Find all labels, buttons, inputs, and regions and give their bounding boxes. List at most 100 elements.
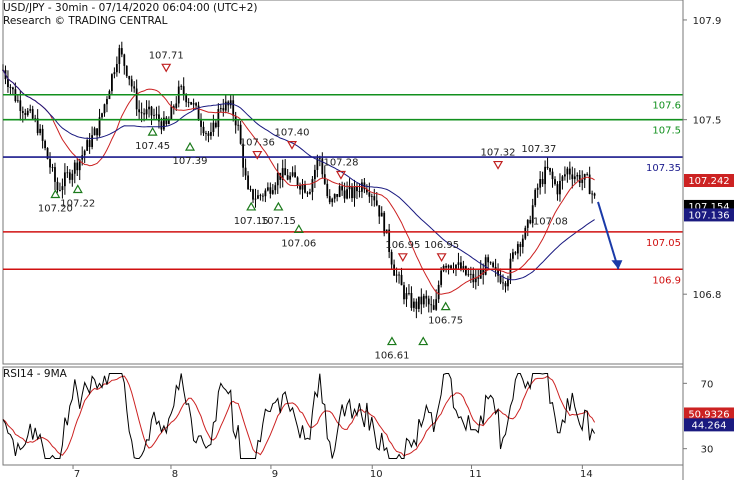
candle-body xyxy=(91,135,94,147)
down-marker-icon xyxy=(436,253,447,263)
candle-body xyxy=(326,183,329,197)
candle-body xyxy=(205,133,207,134)
candle-body xyxy=(128,76,131,80)
candle-body xyxy=(581,179,584,183)
candle-body xyxy=(437,284,440,300)
up-marker-icon xyxy=(273,201,284,211)
candle-body xyxy=(408,292,410,294)
candle-body xyxy=(125,65,128,77)
down-marker-icon xyxy=(252,150,263,160)
candle-body xyxy=(561,176,564,181)
candle-body xyxy=(172,106,175,108)
candle-body xyxy=(162,117,165,130)
rsi-line xyxy=(2,373,596,459)
candle-body xyxy=(24,112,27,115)
candle-body xyxy=(494,266,497,269)
chart-header-source: Research © TRADING CENTRAL xyxy=(3,15,168,27)
candle-body xyxy=(98,117,101,136)
candle-body xyxy=(36,118,39,134)
rsi-tick-label: 70 xyxy=(701,379,714,390)
candle-body xyxy=(497,268,499,276)
candle-body xyxy=(472,273,475,283)
moving-average-fast xyxy=(2,69,595,295)
candle-body xyxy=(222,108,225,111)
candle-body xyxy=(306,192,309,194)
candle-body xyxy=(153,115,155,116)
candle-body xyxy=(182,86,185,95)
marker-label: 106.75 xyxy=(428,316,463,327)
candle-body xyxy=(410,292,413,308)
candle-body xyxy=(54,167,56,182)
candle-body xyxy=(12,87,14,90)
current-price-box xyxy=(684,173,734,187)
candle-body xyxy=(578,174,581,183)
down-marker-icon xyxy=(161,63,172,73)
candle-body xyxy=(155,114,158,116)
candle-body xyxy=(93,128,96,136)
projection-arrowhead xyxy=(611,260,623,270)
candle-body xyxy=(145,109,148,115)
down-marker-icon xyxy=(493,160,504,170)
candle-body xyxy=(571,174,574,180)
down-marker-icon xyxy=(286,141,298,150)
candle-body xyxy=(375,200,378,206)
candle-body xyxy=(365,189,368,193)
candle-body xyxy=(583,174,586,180)
marker-label: 106.61 xyxy=(374,351,409,362)
candle-body xyxy=(502,282,504,284)
up-marker-icon xyxy=(418,336,429,346)
rsi-ma-line xyxy=(2,375,596,457)
candle-body xyxy=(148,106,150,110)
candle-body xyxy=(51,167,54,168)
marker-label: 106.95 xyxy=(385,240,420,251)
up-marker-icon xyxy=(293,224,304,233)
date-tick-label: 8 xyxy=(172,469,178,480)
candle-body xyxy=(192,103,195,105)
candle-body xyxy=(338,186,341,197)
candle-body xyxy=(348,186,351,190)
up-marker-icon xyxy=(72,184,83,194)
up-marker-icon xyxy=(147,126,158,136)
candle-body xyxy=(135,88,138,110)
candle-body xyxy=(96,128,98,136)
rsi-value-label: 44.264 xyxy=(692,420,727,431)
candle-body xyxy=(252,189,254,200)
candle-body xyxy=(531,205,534,224)
candle-body xyxy=(264,190,267,197)
candle-body xyxy=(281,168,284,180)
candle-body xyxy=(559,180,561,195)
up-marker-icon xyxy=(246,201,257,211)
candle-body xyxy=(299,185,301,190)
candle-body xyxy=(56,181,59,191)
level-label: 107.05 xyxy=(646,238,681,249)
candle-body xyxy=(445,265,447,268)
candle-body xyxy=(591,193,594,195)
candle-body xyxy=(158,114,160,122)
candle-body xyxy=(266,187,269,191)
candle-body xyxy=(450,265,452,269)
candle-body xyxy=(487,257,490,263)
candle-body xyxy=(66,172,69,174)
candle-body xyxy=(130,79,133,87)
candle-body xyxy=(328,196,331,203)
candle-body xyxy=(432,305,435,310)
candle-body xyxy=(534,189,537,206)
candle-body xyxy=(388,229,391,253)
candle-body xyxy=(21,111,24,113)
candle-body xyxy=(526,219,529,228)
candle-body xyxy=(120,48,123,55)
candle-body xyxy=(19,100,22,112)
candle-body xyxy=(521,238,524,247)
candle-body xyxy=(301,184,304,190)
candle-body xyxy=(430,304,433,306)
candle-body xyxy=(403,285,405,300)
candle-body xyxy=(398,274,400,276)
candle-body xyxy=(309,192,311,194)
marker-label: 107.20 xyxy=(38,203,73,214)
candle-body xyxy=(395,274,398,276)
up-marker-icon xyxy=(440,301,451,311)
candle-body xyxy=(274,185,277,191)
marker-label: 107.37 xyxy=(521,144,556,155)
candle-body xyxy=(442,265,445,271)
